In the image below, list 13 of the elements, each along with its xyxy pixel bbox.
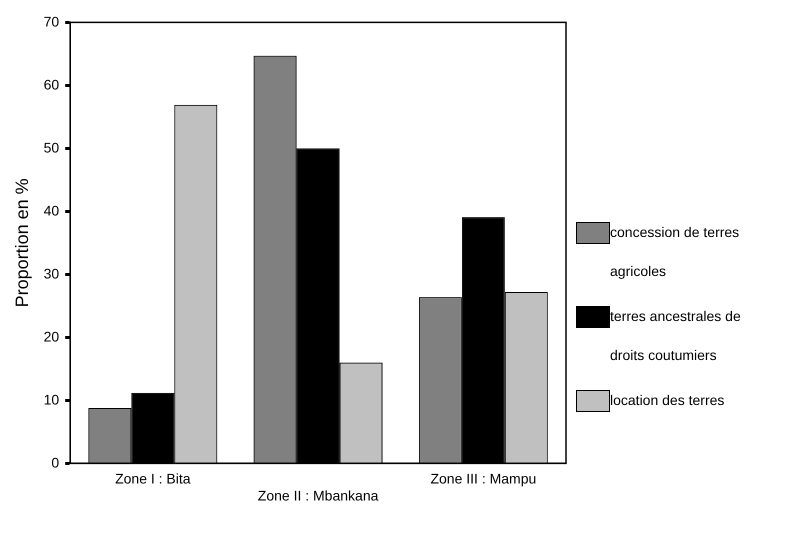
y-tick-label: 50 — [44, 139, 60, 156]
y-tick-label: 30 — [44, 265, 60, 282]
x-tick-label: Zone II : Mbankana — [258, 487, 379, 504]
y-tick-label: 60 — [44, 76, 60, 92]
x-tick-label: Zone I : Bita — [115, 470, 191, 487]
legend-label: location des terres — [610, 391, 726, 410]
y-tick-label: 70 — [44, 13, 60, 30]
y-tick-label: 20 — [44, 328, 60, 344]
y-tick-label: 0 — [51, 454, 60, 470]
y-tick-label: 40 — [44, 202, 60, 218]
y-axis-title: Proportion en % — [12, 178, 32, 308]
y-tick-label: 10 — [44, 391, 60, 408]
x-tick-label: Zone III : Mampu — [430, 470, 536, 487]
